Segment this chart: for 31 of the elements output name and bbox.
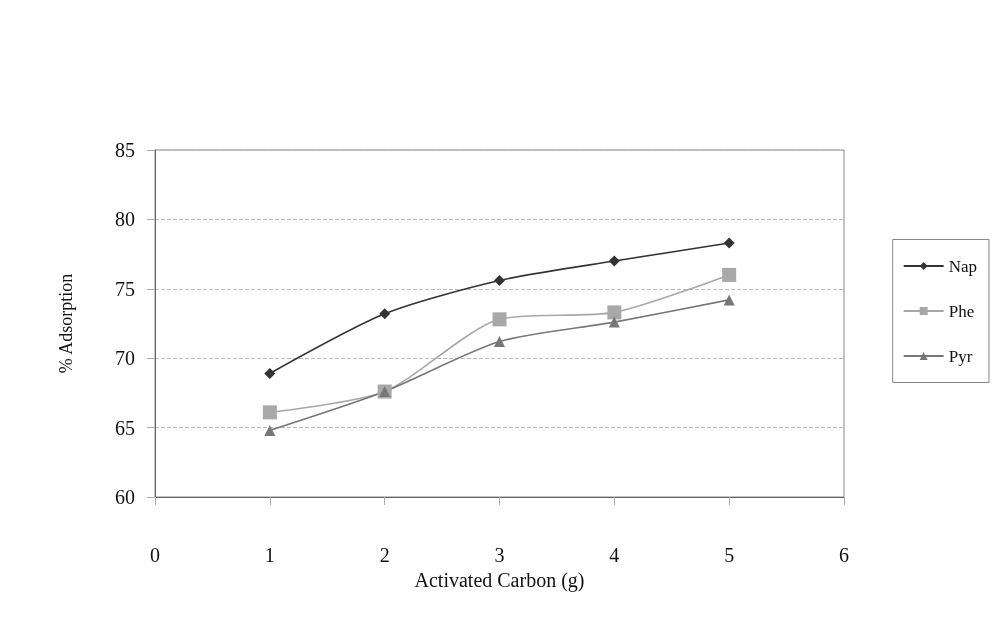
point (264, 424, 276, 436)
x-tick-label: 0 (150, 544, 160, 566)
legend-label: Nap (948, 256, 978, 276)
x-tick-label: 1 (264, 544, 275, 566)
point (722, 267, 737, 282)
y-tick-label: 60 (115, 486, 135, 508)
y-axis-title: % Adsorption (56, 273, 76, 374)
point (608, 255, 620, 267)
y-tick-label: 70 (115, 347, 135, 370)
point (264, 367, 276, 379)
legend-label: Phe (948, 301, 975, 321)
point (492, 312, 507, 327)
point (607, 305, 622, 320)
point (608, 316, 620, 328)
point (379, 308, 391, 320)
x-tick-label: 6 (839, 544, 849, 566)
x-axis-title: Activated Carbon (g) (414, 568, 585, 592)
y-tick-label: 65 (115, 416, 135, 439)
point (262, 405, 277, 420)
x-tick-label: 4 (609, 544, 620, 566)
y-tick-label: 85 (115, 139, 135, 161)
point (723, 294, 735, 306)
point (494, 336, 505, 348)
point (494, 274, 505, 286)
point (723, 237, 735, 249)
x-tick-label: 2 (379, 544, 390, 566)
legend-label: Pyr (948, 346, 973, 366)
y-tick-label: 75 (115, 277, 135, 300)
x-tick-label: 5 (724, 544, 735, 566)
x-tick-label: 3 (494, 544, 505, 566)
y-tick-label: 80 (115, 208, 135, 231)
